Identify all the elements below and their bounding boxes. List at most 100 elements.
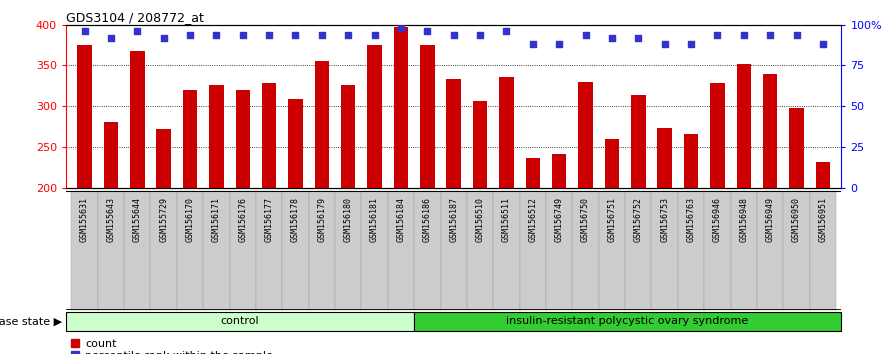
Text: GSM156749: GSM156749 [555, 197, 564, 242]
Bar [816, 162, 830, 188]
Text: GSM155631: GSM155631 [80, 197, 89, 242]
Bar [447, 79, 461, 188]
Text: GSM156181: GSM156181 [370, 197, 379, 242]
Bar [157, 129, 171, 188]
Bar [341, 85, 356, 188]
Point [684, 41, 698, 47]
Text: GSM156186: GSM156186 [423, 197, 432, 242]
Bar [367, 45, 381, 188]
Point [473, 32, 487, 38]
Point [500, 28, 514, 34]
Text: insulin-resistant polycystic ovary syndrome: insulin-resistant polycystic ovary syndr… [507, 316, 749, 326]
Bar [182, 90, 197, 188]
Bar [810, 191, 836, 310]
Bar [578, 82, 593, 188]
Bar [710, 82, 725, 188]
Point [710, 32, 724, 38]
Bar [626, 191, 651, 310]
Text: GDS3104 / 208772_at: GDS3104 / 208772_at [66, 11, 204, 24]
Bar [573, 191, 599, 310]
Bar [473, 101, 487, 188]
Point [605, 35, 619, 41]
Point [315, 32, 329, 38]
Point [183, 32, 197, 38]
Bar [315, 62, 329, 188]
Bar [308, 191, 335, 310]
Bar [414, 191, 440, 310]
Bar [151, 191, 177, 310]
Text: GSM156511: GSM156511 [502, 197, 511, 242]
Bar [599, 191, 626, 310]
Text: GSM155643: GSM155643 [107, 197, 115, 242]
Point [394, 25, 408, 31]
Bar [361, 191, 388, 310]
Bar [763, 74, 777, 188]
Text: GSM156753: GSM156753 [660, 197, 670, 242]
Text: GSM156178: GSM156178 [291, 197, 300, 242]
Text: GSM156948: GSM156948 [739, 197, 748, 242]
Bar [98, 191, 124, 310]
Point [157, 35, 171, 41]
Bar [388, 191, 414, 310]
Bar [66, 312, 413, 331]
Bar [467, 191, 493, 310]
Point [288, 32, 302, 38]
Bar [789, 108, 803, 188]
Text: GSM156946: GSM156946 [713, 197, 722, 242]
Bar [526, 158, 540, 188]
Point [816, 41, 830, 47]
Text: GSM156177: GSM156177 [264, 197, 274, 242]
Bar [104, 122, 118, 188]
Text: GSM156949: GSM156949 [766, 197, 774, 242]
Bar [335, 191, 361, 310]
Bar [256, 191, 282, 310]
Point [420, 28, 434, 34]
Text: GSM156180: GSM156180 [344, 197, 352, 242]
Point [210, 32, 224, 38]
Point [236, 32, 250, 38]
Text: GSM156751: GSM156751 [607, 197, 617, 242]
Point [262, 32, 276, 38]
Text: GSM155644: GSM155644 [133, 197, 142, 242]
Point [130, 28, 144, 34]
Text: disease state ▶: disease state ▶ [0, 316, 62, 326]
Bar [413, 312, 841, 331]
Bar [500, 77, 514, 188]
Text: GSM156187: GSM156187 [449, 197, 458, 242]
Point [657, 41, 671, 47]
Text: GSM156176: GSM156176 [238, 197, 248, 242]
Bar [124, 191, 151, 310]
Bar [657, 128, 672, 188]
Text: GSM156510: GSM156510 [476, 197, 485, 242]
Point [763, 32, 777, 38]
Bar [230, 191, 256, 310]
Point [78, 28, 92, 34]
Text: GSM155729: GSM155729 [159, 197, 168, 242]
Text: GSM156951: GSM156951 [818, 197, 827, 242]
Legend: count, percentile rank within the sample: count, percentile rank within the sample [66, 335, 278, 354]
Bar [737, 64, 751, 188]
Bar [420, 45, 434, 188]
Bar [78, 45, 92, 188]
Point [789, 32, 803, 38]
Bar [651, 191, 677, 310]
Bar [604, 139, 619, 188]
Bar [783, 191, 810, 310]
Text: GSM156184: GSM156184 [396, 197, 405, 242]
Bar [546, 191, 573, 310]
Text: GSM156750: GSM156750 [581, 197, 590, 242]
Point [447, 32, 461, 38]
Bar [677, 191, 704, 310]
Text: control: control [220, 316, 259, 326]
Bar [493, 191, 520, 310]
Point [367, 32, 381, 38]
Bar [288, 99, 303, 188]
Point [579, 32, 593, 38]
Bar [130, 51, 144, 188]
Bar [552, 154, 566, 188]
Point [737, 32, 751, 38]
Bar [440, 191, 467, 310]
Bar [209, 85, 224, 188]
Text: GSM156171: GSM156171 [212, 197, 221, 242]
Bar [631, 95, 646, 188]
